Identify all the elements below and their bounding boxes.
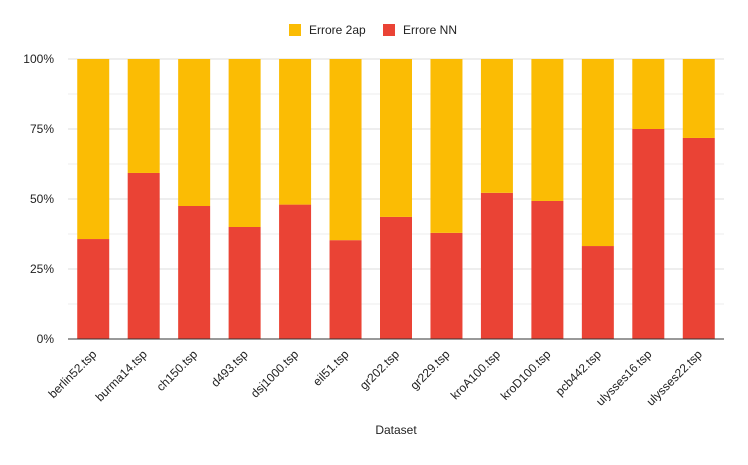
- y-tick-label: 100%: [23, 52, 54, 66]
- x-tick-label: kroA100.tsp: [448, 347, 503, 402]
- bar-segment-errore-nn[interactable]: [682, 137, 715, 339]
- bar-segment-errore-2ap[interactable]: [279, 59, 312, 205]
- x-tick-label: gr229.tsp: [407, 347, 453, 393]
- x-axis-title: Dataset: [375, 423, 417, 437]
- bar-segment-errore-2ap[interactable]: [531, 59, 564, 201]
- y-tick-label: 25%: [30, 262, 54, 276]
- legend-swatch: [289, 24, 301, 36]
- legend-swatch: [383, 24, 395, 36]
- bar-segment-errore-2ap[interactable]: [178, 59, 211, 206]
- bar-segment-errore-nn[interactable]: [329, 240, 362, 339]
- bar-segment-errore-nn[interactable]: [581, 246, 614, 339]
- bar-segment-errore-nn[interactable]: [430, 232, 463, 339]
- bar-segment-errore-nn[interactable]: [480, 192, 513, 339]
- y-tick-label: 50%: [30, 192, 54, 206]
- x-tick-label: ch150.tsp: [154, 347, 201, 394]
- legend[interactable]: Errore 2ap Errore NN: [289, 23, 457, 37]
- x-tick-label: pcb442.tsp: [553, 347, 605, 399]
- x-tick-label: d493.tsp: [208, 347, 251, 390]
- x-tick-label: kroD100.tsp: [498, 347, 554, 403]
- legend-label: Errore 2ap: [309, 23, 366, 37]
- bar-segment-errore-nn[interactable]: [127, 172, 160, 339]
- bar-segment-errore-nn[interactable]: [178, 206, 211, 339]
- x-tick-label: burma14.tsp: [93, 347, 150, 404]
- legend-item[interactable]: Errore NN: [383, 23, 457, 37]
- x-tick-label: berlin52.tsp: [46, 347, 100, 401]
- x-tick-label: dsj1000.tsp: [248, 347, 302, 401]
- x-tick-label: eil51.tsp: [310, 347, 352, 389]
- bar-segment-errore-nn[interactable]: [77, 239, 110, 339]
- x-tick-label: gr202.tsp: [357, 347, 403, 393]
- bar-segment-errore-2ap[interactable]: [329, 59, 362, 241]
- bar-segment-errore-nn[interactable]: [279, 204, 312, 339]
- bar-segment-errore-2ap[interactable]: [632, 59, 665, 129]
- bar-segment-errore-2ap[interactable]: [682, 59, 715, 138]
- bar-segment-errore-nn[interactable]: [380, 216, 412, 339]
- bar-segment-errore-nn[interactable]: [531, 200, 564, 339]
- bar-segment-errore-2ap[interactable]: [127, 59, 160, 173]
- bar-segment-errore-2ap[interactable]: [77, 59, 110, 240]
- y-tick-label: 0%: [37, 332, 55, 346]
- bar-segment-errore-nn[interactable]: [228, 227, 261, 339]
- y-tick-label: 75%: [30, 122, 54, 136]
- legend-label: Errore NN: [403, 23, 457, 37]
- bar-segment-errore-2ap[interactable]: [228, 59, 261, 227]
- bar-segment-errore-2ap[interactable]: [380, 59, 412, 217]
- bar-segment-errore-nn[interactable]: [632, 129, 665, 339]
- legend-item[interactable]: Errore 2ap: [289, 23, 366, 37]
- bar-segment-errore-2ap[interactable]: [480, 59, 513, 193]
- bars: [77, 59, 715, 339]
- bar-segment-errore-2ap[interactable]: [430, 59, 463, 233]
- bar-segment-errore-2ap[interactable]: [581, 59, 614, 247]
